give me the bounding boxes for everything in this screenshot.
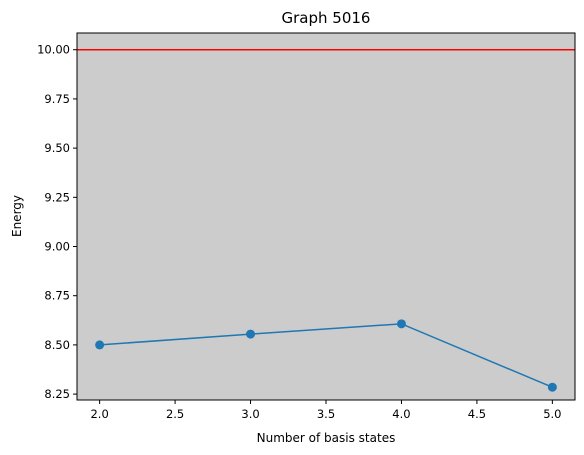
data-point (396, 319, 406, 329)
x-tick-label: 2.5 (166, 407, 184, 421)
data-point (246, 329, 256, 339)
plot-area (77, 33, 575, 400)
x-tick-label: 2.0 (90, 407, 108, 421)
x-tick-label: 4.0 (392, 407, 410, 421)
x-tick-label: 5.0 (543, 407, 561, 421)
data-point (95, 340, 105, 350)
chart-title: Graph 5016 (282, 9, 371, 27)
x-tick-label: 3.5 (317, 407, 335, 421)
y-tick-label: 9.75 (44, 92, 70, 106)
x-axis-label: Number of basis states (257, 431, 396, 445)
x-tick-label: 4.5 (468, 407, 486, 421)
data-point (547, 382, 557, 392)
y-tick-label: 8.25 (44, 387, 70, 401)
y-tick-label: 10.00 (37, 43, 70, 57)
y-tick-label: 8.75 (44, 289, 70, 303)
y-tick-label: 8.50 (44, 338, 70, 352)
y-axis-label: Energy (10, 195, 24, 237)
series-line-0 (99, 323, 553, 388)
y-tick-label: 9.00 (44, 240, 70, 254)
y-tick-label: 9.50 (44, 141, 70, 155)
y-tick-label: 9.25 (44, 190, 70, 204)
x-tick-label: 3.0 (241, 407, 259, 421)
